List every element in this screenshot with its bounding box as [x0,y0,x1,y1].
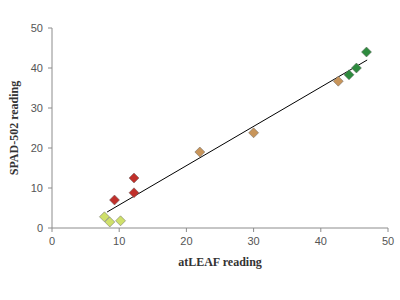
y-tick [48,148,52,149]
trend-line [107,60,367,212]
y-tick [48,28,52,29]
scatter-point [109,195,119,205]
scatter-point [333,76,343,86]
x-tick-label: 10 [113,235,125,247]
y-tick-label: 30 [31,102,43,114]
chart-svg: 0 10 20 30 40 50 0 10 20 30 40 50 atLEAF reading SPAD… [0,0,400,300]
scatter-point [361,47,371,57]
x-tick [186,228,187,232]
y-tick-label: 40 [31,62,43,74]
x-axis-title: atLEAF reading [178,255,262,269]
scatter-point [129,173,139,183]
y-tick [48,188,52,189]
x-tick [253,228,254,232]
scatter-point [116,216,126,226]
x-axis-line [52,228,388,229]
x-tick [320,228,321,232]
x-tick-label: 40 [315,235,327,247]
y-tick [48,68,52,69]
y-axis-line [52,28,53,228]
y-tick [48,228,52,229]
x-tick-label: 20 [180,235,192,247]
y-tick-label: 10 [31,182,43,194]
scatter-point [344,70,354,80]
x-tick [119,228,120,232]
chart-container: 0 10 20 30 40 50 0 10 20 30 40 50 atLEAF reading SPAD… [0,0,400,300]
y-tick [48,108,52,109]
y-tick-label: 50 [31,22,43,34]
y-tick-label: 0 [37,222,43,234]
y-axis-title: SPAD-502 reading [7,81,21,176]
x-tick [52,228,53,232]
x-tick [388,228,389,232]
scatter-point [129,188,139,198]
scatter-point [195,147,205,157]
x-tick-label: 50 [382,235,394,247]
scatter-point [249,128,259,138]
scatter-point [105,217,115,227]
y-tick-label: 20 [31,142,43,154]
x-tick-label: 30 [247,235,259,247]
x-tick-label: 0 [49,235,55,247]
scatter-point [351,63,361,73]
plot-area [99,47,371,227]
